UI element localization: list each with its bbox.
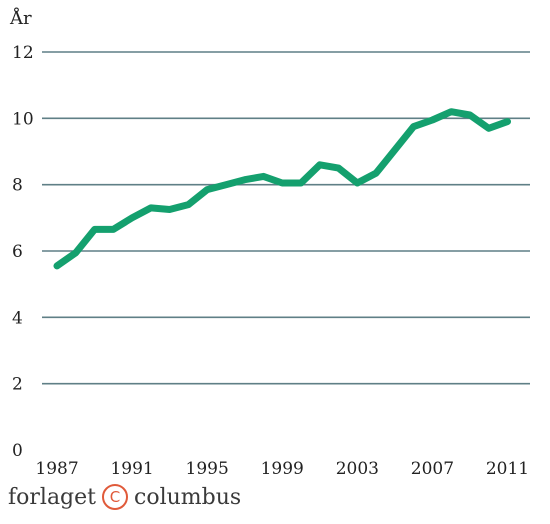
x-tick-label: 1995 <box>186 459 229 479</box>
y-axis-unit-label: År <box>9 7 32 29</box>
y-tick-label: 0 <box>12 441 23 461</box>
y-tick-label: 6 <box>12 242 23 262</box>
publisher-logo: forlaget C columbus <box>8 484 241 510</box>
x-tick-label: 1987 <box>35 459 78 479</box>
copyright-icon: C <box>102 484 128 510</box>
x-tick-label: 2003 <box>336 459 379 479</box>
x-tick-label: 1999 <box>261 459 304 479</box>
y-tick-label: 12 <box>12 43 34 63</box>
y-tick-label: 8 <box>12 176 23 196</box>
publisher-name-left: forlaget <box>8 484 96 510</box>
publisher-name-right: columbus <box>134 484 242 510</box>
y-tick-label: 2 <box>12 375 23 395</box>
line-chart: 0 2 4 6 8 10 12 1987 1991 1995 1999 2003 2007 2011 Å… <box>9 7 530 479</box>
x-tick-label: 2007 <box>411 459 454 479</box>
series-line <box>53 108 511 270</box>
y-tick-label: 4 <box>12 308 23 328</box>
y-tick-label: 10 <box>12 109 34 129</box>
x-tick-label: 2011 <box>486 459 529 479</box>
x-tick-label: 1991 <box>110 459 153 479</box>
